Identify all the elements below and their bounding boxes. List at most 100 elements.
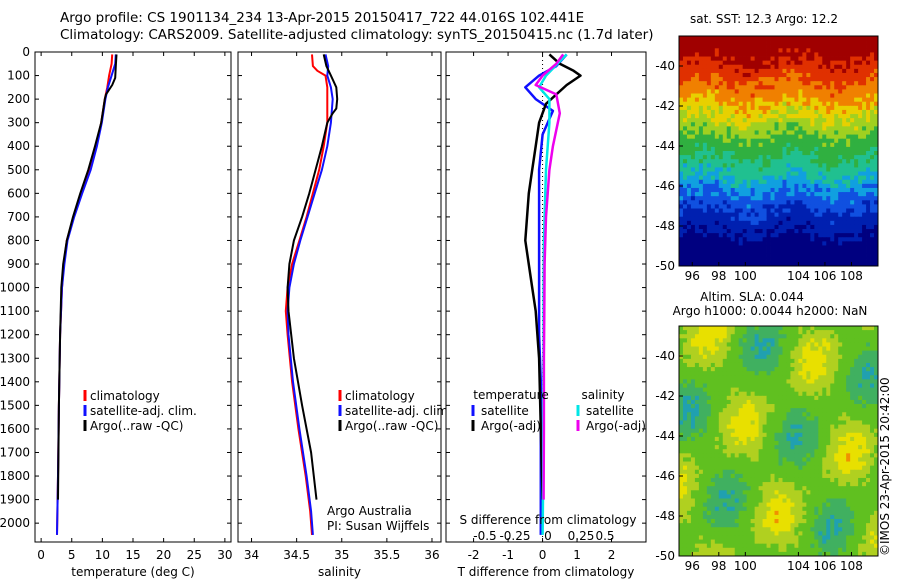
temperature-legend-label: climatology xyxy=(90,389,160,403)
depth-tick-label: 1300 xyxy=(0,351,30,365)
temperature-xtick-label: 30 xyxy=(217,548,232,562)
depth-tick-label: 1900 xyxy=(0,493,30,507)
profile-title: Argo profile: CS 1901134_234 13-Apr-2015… xyxy=(60,10,585,26)
imos-timestamp: ©IMOS 23-Apr-2015 20:42:00 xyxy=(878,377,892,556)
depth-tick-label: 1500 xyxy=(0,398,30,412)
sla_map-xtick-label: 96 xyxy=(685,559,700,573)
depth-tick-label: 400 xyxy=(7,139,30,153)
top-tick-label: -0.5 xyxy=(473,529,496,543)
temperature-series-argo-raw-qc--2 xyxy=(57,54,118,500)
depth-tick-label: 900 xyxy=(7,257,30,271)
depth-tick-label: 1000 xyxy=(0,281,30,295)
top-tick-label: 0.5 xyxy=(595,529,614,543)
depth-tick-label: 200 xyxy=(7,92,30,106)
diff-legend-label: satellite xyxy=(586,404,634,418)
differences-xtick-label: -1 xyxy=(502,548,514,562)
sst_map-ytick-label: -42 xyxy=(655,99,675,113)
sla_map-ytick-label: -48 xyxy=(655,509,675,523)
differences-panel xyxy=(445,51,647,543)
salinity-series-satellite-adj-clim--1 xyxy=(286,54,334,535)
differences-xtick-label: -2 xyxy=(468,548,480,562)
sst_map-ytick-label: -44 xyxy=(655,139,675,153)
annotation-line: PI: Susan Wijffels xyxy=(327,519,429,533)
differences-xtick-label: 2 xyxy=(608,548,616,562)
depth-tick-label: 100 xyxy=(7,69,30,83)
annotation-line: Argo Australia xyxy=(327,504,412,518)
depth-tick-label: 1200 xyxy=(0,328,30,342)
differences-frame xyxy=(445,51,647,543)
sst_map-frame xyxy=(678,35,879,267)
depth-tick-label: 800 xyxy=(7,233,30,247)
sst_map-xtick-label: 106 xyxy=(813,269,836,283)
diff-legend-label: Argo(-adj) xyxy=(481,419,541,433)
temperature-xtick-label: 25 xyxy=(187,548,202,562)
temperature-frame xyxy=(34,51,232,543)
sst_map xyxy=(678,35,879,267)
salinity-legend-label: Argo(..raw -QC) xyxy=(345,419,438,433)
diff-legend-title: salinity xyxy=(581,388,624,402)
temperature-xtick-label: 15 xyxy=(125,548,140,562)
top-tick-label: -0.25 xyxy=(499,529,530,543)
temperature-legend-label: Argo(..raw -QC) xyxy=(90,419,183,433)
salinity-xlabel: salinity xyxy=(318,565,361,579)
temperature-xtick-label: 10 xyxy=(95,548,110,562)
diff-legend-label: satellite xyxy=(481,404,529,418)
top-tick-label: 0 xyxy=(544,529,552,543)
depth-tick-label: 1800 xyxy=(0,469,30,483)
sla_map-frame xyxy=(678,325,879,557)
sst_map-xtick-label: 96 xyxy=(685,269,700,283)
salinity-xtick-label: 34.5 xyxy=(283,548,310,562)
sla-map-subtitle: Argo h1000: 0.0044 h2000: NaN xyxy=(673,304,868,318)
differences-series-argo-adj--1 xyxy=(524,53,582,500)
climatology-subtitle: Climatology: CARS2009. Satellite-adjuste… xyxy=(60,27,654,43)
temperature-legend-label: satellite-adj. clim. xyxy=(90,404,197,418)
sla_map-ytick-label: -50 xyxy=(655,549,675,563)
depth-tick-label: 500 xyxy=(7,163,30,177)
salinity-frame xyxy=(237,51,442,543)
depth-tick-label: 600 xyxy=(7,186,30,200)
sla_map-xtick-label: 100 xyxy=(734,559,757,573)
salinity-xtick-label: 35 xyxy=(334,548,349,562)
depth-tick-label: 0 xyxy=(22,45,30,59)
depth-tick-label: 700 xyxy=(7,210,30,224)
salinity-xtick-label: 34 xyxy=(244,548,259,562)
sla_map-ytick-label: -42 xyxy=(655,389,675,403)
differences-series-argo-adj--3 xyxy=(534,53,565,500)
depth-tick-label: 300 xyxy=(7,116,30,130)
sla-map-title: Altim. SLA: 0.044 xyxy=(700,290,804,304)
sla_map-xtick-label: 104 xyxy=(787,559,810,573)
salinity-legend-label: satellite-adj. clim. xyxy=(345,404,452,418)
sst_map-ytick-label: -46 xyxy=(655,179,675,193)
temperature-xtick-label: 0 xyxy=(37,548,45,562)
sst_map-ytick-label: -40 xyxy=(655,59,675,73)
sst-map-title: sat. SST: 12.3 Argo: 12.2 xyxy=(690,12,838,26)
sst_map-ytick-label: -48 xyxy=(655,219,675,233)
sla_map xyxy=(678,325,879,557)
diff-legend-label: Argo(-adj) xyxy=(586,419,646,433)
depth-tick-label: 1700 xyxy=(0,445,30,459)
diff-legend-title: temperature xyxy=(473,388,548,402)
salinity-legend-label: climatology xyxy=(345,389,415,403)
sst_map-xtick-label: 108 xyxy=(840,269,863,283)
sla_map-xtick-label: 108 xyxy=(840,559,863,573)
depth-tick-label: 1100 xyxy=(0,304,30,318)
sla_map-xtick-label: 98 xyxy=(711,559,726,573)
differences-xlabel: T difference from climatology xyxy=(457,565,635,579)
sla_map-ytick-label: -44 xyxy=(655,429,675,443)
depth-tick-label: 2000 xyxy=(0,516,30,530)
sst_map-xtick-label: 98 xyxy=(711,269,726,283)
differences-xtick-label: 0 xyxy=(539,548,547,562)
depth-tick-label: 1600 xyxy=(0,422,30,436)
salinity-xtick-label: 35.5 xyxy=(374,548,401,562)
temperature-xlabel: temperature (deg C) xyxy=(71,565,194,579)
temperature-panel xyxy=(34,51,232,543)
top-tick-label: 0.25 xyxy=(568,529,595,543)
top-axis-label: S difference from climatology xyxy=(460,513,637,527)
depth-tick-label: 1400 xyxy=(0,375,30,389)
sst_map-xtick-label: 104 xyxy=(787,269,810,283)
sla_map-xtick-label: 106 xyxy=(813,559,836,573)
temperature-xtick-label: 20 xyxy=(156,548,171,562)
sla_map-ytick-label: -40 xyxy=(655,349,675,363)
salinity-xtick-label: 36 xyxy=(424,548,439,562)
